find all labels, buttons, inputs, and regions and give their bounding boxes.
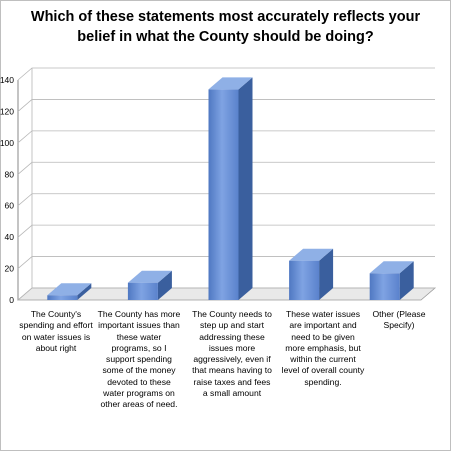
category-label-5: Other (Please Specify) <box>372 309 426 331</box>
bar-top <box>127 270 172 283</box>
bar-front <box>208 89 239 300</box>
category-label-4: These water issues are important and nee… <box>281 309 365 387</box>
category-label-2: The County has more important issues tha… <box>97 309 181 410</box>
bar-top <box>289 248 334 261</box>
bar-top <box>208 77 253 90</box>
bar-side <box>319 248 334 300</box>
y-tick-label: 100 <box>0 138 14 148</box>
category-label-3: The County needs to step up and start ad… <box>192 309 272 399</box>
y-tick-label: 20 <box>5 264 15 274</box>
bar-3 <box>208 77 253 300</box>
bar-front <box>289 260 320 300</box>
gridline <box>17 130 435 144</box>
bar-front <box>47 295 78 300</box>
gridline <box>17 224 435 238</box>
gridline <box>17 161 435 175</box>
gridline <box>17 67 435 81</box>
y-tick-label: 80 <box>5 169 15 179</box>
category-label-1: The County's spending and effort on wate… <box>19 309 93 353</box>
bar-side <box>157 270 172 300</box>
bar-front <box>127 282 158 300</box>
y-tick-label: 0 <box>9 295 14 305</box>
bar-top <box>369 261 414 274</box>
bar-1 <box>47 283 92 300</box>
bar-side <box>238 77 253 300</box>
chart-title: Which of these statements most accuratel… <box>0 7 451 47</box>
gridline <box>17 99 435 112</box>
bar-side <box>399 261 414 300</box>
chart-title-line-2: belief in what the County should be doin… <box>77 29 374 45</box>
bar-5 <box>369 261 414 300</box>
y-tick-label: 140 <box>0 75 14 85</box>
chart-title-line-1: Which of these statements most accuratel… <box>30 9 421 25</box>
bar-top <box>47 283 92 296</box>
bar-side <box>77 283 92 300</box>
bar-front <box>369 273 400 300</box>
y-tick-label: 40 <box>5 232 15 242</box>
bar-4 <box>289 248 334 300</box>
y-tick-label: 60 <box>5 201 15 211</box>
bar-2 <box>127 270 172 300</box>
y-tick-label: 120 <box>0 106 14 116</box>
gridline <box>17 193 435 207</box>
